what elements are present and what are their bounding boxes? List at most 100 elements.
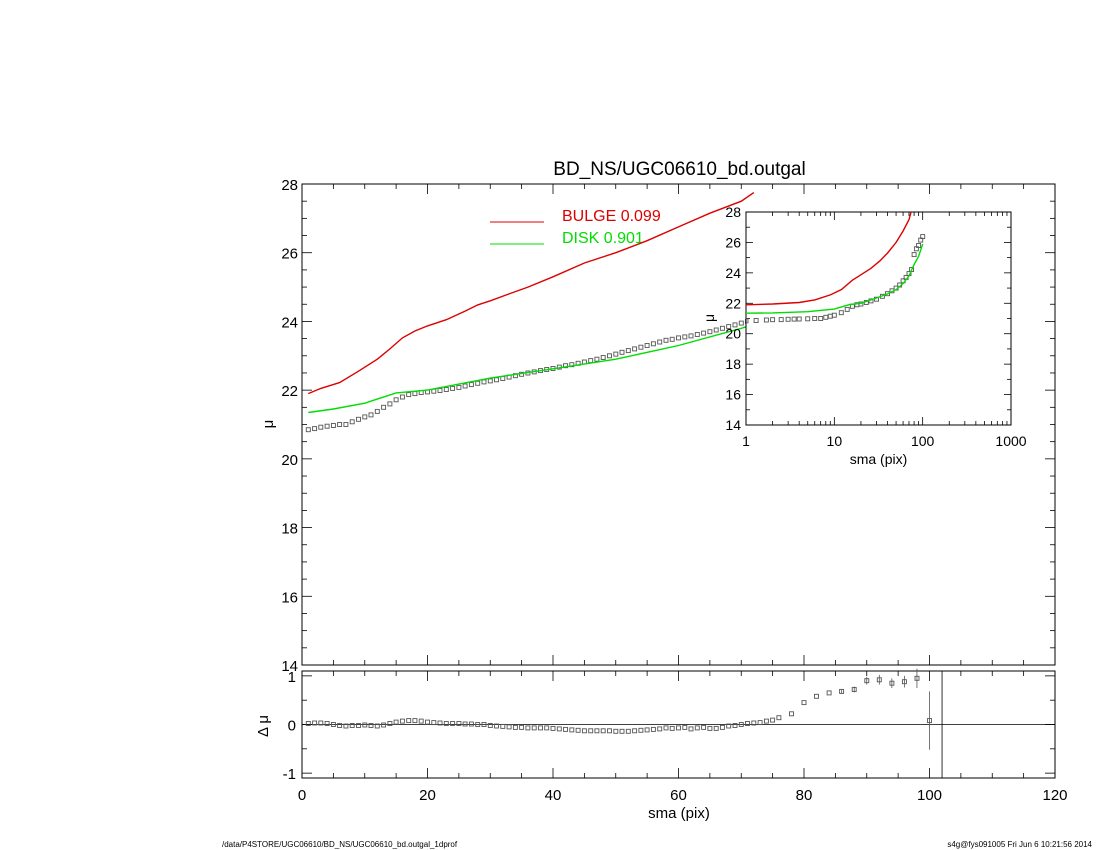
residual-y-tick-label: 1	[288, 669, 296, 686]
residual-data-point	[763, 718, 769, 724]
residual-data-point	[719, 724, 725, 730]
main-data-point	[406, 392, 412, 398]
main-data-point	[694, 332, 700, 337]
inset-y-tick-label: 16	[725, 387, 741, 403]
inset-data-point	[785, 316, 791, 322]
main-profile-plot: BD_NS/UGC06610_bd.outgal 14 16 18 20 22 24 26 28…	[260, 159, 1056, 675]
x-tick-label: 20	[419, 787, 436, 804]
main-data-point	[563, 363, 568, 369]
inset-x-axis-label: sma (pix)	[850, 451, 908, 467]
residual-data-point	[927, 718, 932, 724]
inset-data-point	[805, 316, 811, 322]
main-data-point	[713, 327, 719, 333]
main-data-point	[669, 336, 675, 342]
residual-data-point	[625, 728, 631, 734]
main-y-tick-label: 22	[281, 383, 298, 400]
inset-data-point	[818, 316, 824, 321]
main-data-point	[613, 351, 619, 357]
residual-data-point	[619, 728, 625, 734]
x-tick-label: 120	[1042, 787, 1067, 804]
residual-data-point	[381, 722, 387, 728]
main-data-point	[374, 408, 380, 414]
residual-data-point	[594, 728, 600, 734]
main-data-point	[632, 346, 638, 352]
main-data-point	[707, 329, 713, 335]
residual-data-point	[814, 693, 819, 699]
inset-data-point	[753, 318, 759, 323]
inset-x-tick-label: 10	[827, 433, 843, 449]
residual-data-point	[324, 721, 330, 726]
main-data-point	[443, 387, 449, 392]
main-data-point	[468, 382, 474, 388]
inset-y-tick-label: 14	[725, 417, 741, 433]
main-data-point	[657, 339, 663, 345]
main-bulge-line	[308, 192, 755, 395]
residual-data-point	[701, 724, 707, 730]
main-data-point	[381, 404, 387, 410]
main-y-tick-label: 16	[281, 589, 298, 606]
main-data-point	[650, 341, 656, 347]
residual-data-point	[801, 700, 807, 706]
main-data-point	[481, 379, 487, 385]
main-y-tick-label: 14	[281, 658, 298, 675]
main-data-point	[343, 422, 349, 427]
main-y-axis-label: μ	[260, 420, 277, 429]
inset-data-point	[746, 318, 749, 324]
residual-data-point	[669, 725, 675, 731]
residual-data-point	[851, 687, 857, 692]
residual-data-point	[751, 720, 757, 726]
main-data-point	[732, 322, 738, 328]
main-data-point	[726, 324, 732, 330]
legend-label-1: DISK 0.901	[562, 230, 644, 247]
residual-data-point	[876, 677, 882, 683]
main-data-point	[337, 422, 343, 427]
residual-data-point	[657, 726, 663, 732]
main-data-point	[330, 423, 336, 428]
residual-data-point	[632, 728, 638, 734]
residual-data-point	[431, 720, 437, 726]
residual-data-point	[538, 725, 543, 731]
residual-data-point	[443, 721, 449, 726]
inset-y-tick-label: 22	[725, 295, 741, 311]
inset-y-tick-label: 18	[725, 356, 741, 372]
residual-data-point	[864, 678, 870, 684]
main-y-tick-label: 28	[281, 177, 298, 194]
residual-data-point	[349, 723, 355, 728]
inset-y-axis-label: μ	[701, 314, 717, 322]
main-data-point	[719, 325, 725, 331]
residual-data-point	[450, 721, 456, 726]
x-tick-label: 60	[670, 787, 687, 804]
residual-data-point	[889, 680, 895, 686]
residual-data-point	[901, 679, 907, 685]
residual-data-point	[726, 723, 732, 729]
residual-data-point	[650, 726, 656, 732]
residual-data-point	[512, 724, 518, 730]
main-data-point	[387, 401, 393, 407]
main-data-point	[399, 394, 405, 400]
residual-data-point	[519, 724, 525, 730]
residual-y-tick-label: -1	[283, 766, 296, 783]
residual-data-point	[437, 720, 443, 726]
inset-data-point	[885, 291, 890, 297]
residual-data-point	[745, 721, 750, 726]
residual-data-point	[550, 725, 556, 731]
inset-data-point	[770, 317, 776, 323]
main-data-point	[738, 320, 744, 326]
residual-data-point	[688, 726, 694, 732]
legend: BULGE 0.099 DISK 0.901	[490, 208, 661, 247]
residual-data-point	[468, 721, 474, 727]
residual-data-point	[305, 721, 311, 726]
inset-bulge-line	[746, 212, 912, 306]
residual-data-point	[393, 719, 399, 725]
residual-data-point	[757, 720, 763, 726]
x-tick-label: 80	[796, 787, 813, 804]
residual-data-point	[613, 728, 619, 734]
inset-data-point	[844, 306, 850, 312]
main-data-point	[701, 330, 707, 336]
residual-data-point	[569, 727, 575, 733]
main-data-point	[663, 337, 669, 343]
main-data-point	[638, 344, 644, 350]
residual-y-axis-label: Δ μ	[255, 715, 272, 737]
main-data-point	[437, 388, 443, 393]
